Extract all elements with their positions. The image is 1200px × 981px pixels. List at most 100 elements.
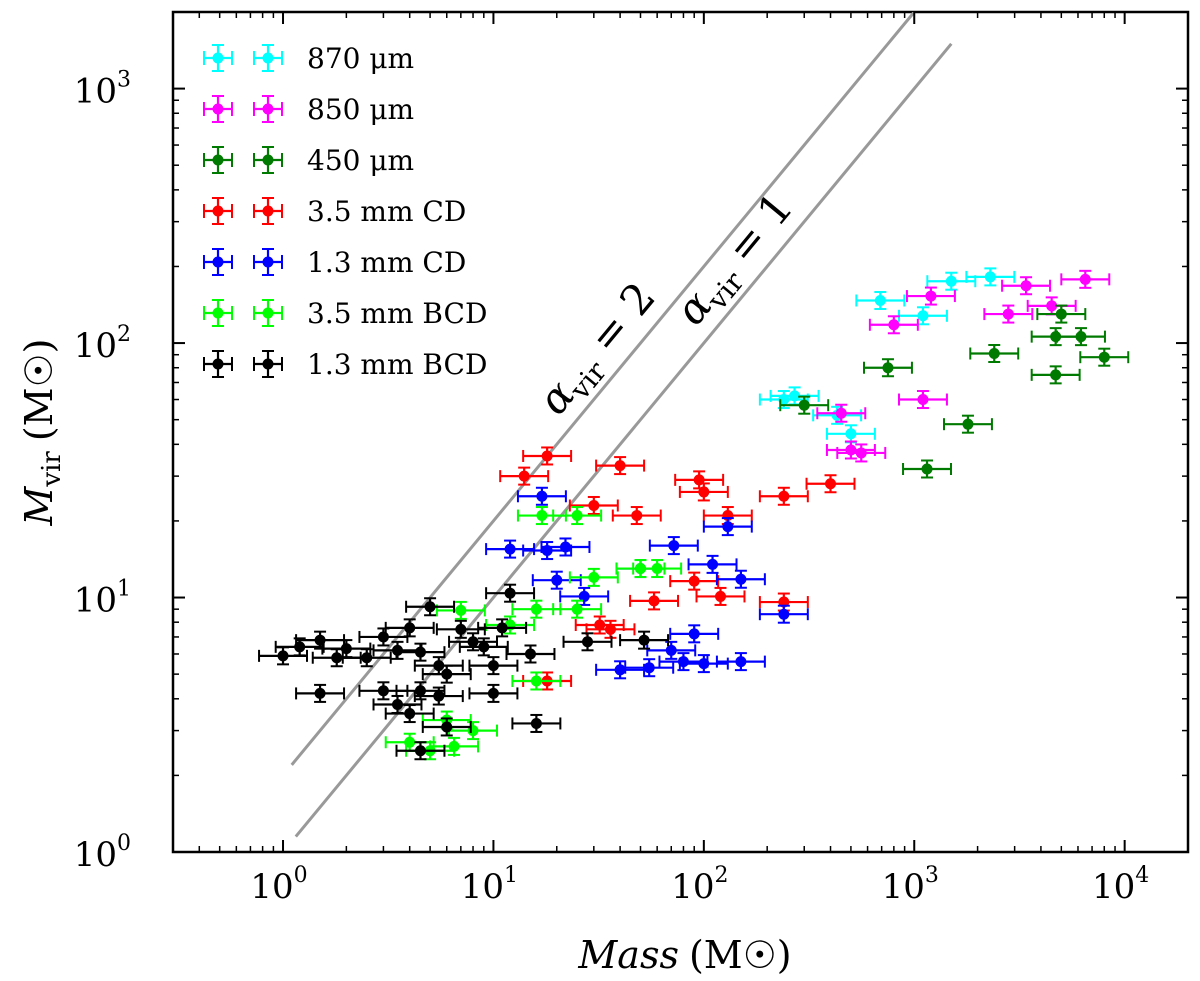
data-point [391,644,403,656]
data-point [424,601,436,613]
x-tick-exp: 2 [714,863,728,888]
data-points [258,267,1130,761]
data-point [551,574,563,586]
data-point [478,641,490,653]
legend: 870 μm 850 μm 450 μm 3.5 mm CD 1.3 mm CD 3.5 … [203,42,487,381]
data-point [414,685,426,697]
y-tick-label: 101 [74,577,131,621]
data-point [1098,351,1110,363]
legend-label: 1.3 mm BCD [307,348,487,381]
legend-label: 3.5 mm CD [307,195,466,228]
data-point [1055,308,1067,320]
data-point [984,271,996,283]
data-point [391,698,403,710]
data-point [1079,273,1091,285]
x-axis-label: Mass (M☉) [577,933,791,977]
data-point [530,717,542,729]
data-point [594,619,606,631]
data-point [518,470,530,482]
data-point [874,294,886,306]
y-tick-label: 102 [74,322,131,366]
x-tick-label: 100 [250,863,307,907]
data-point [1050,331,1062,343]
data-point [433,660,445,672]
data-point [1075,331,1087,343]
data-point [825,478,837,490]
x-tick-base: 10 [1092,867,1135,907]
data-point [588,499,600,511]
data-point [331,652,343,664]
legend-marker [212,52,224,64]
y-tick-base: 10 [74,326,117,366]
data-point [917,394,929,406]
data-point [504,587,516,599]
data-point [578,590,590,602]
x-tick-label: 101 [461,863,518,907]
data-point [651,563,663,575]
data-point [962,418,974,430]
data-point [735,573,747,585]
data-point [778,608,790,620]
data-point [314,634,326,646]
data-point [631,510,643,522]
data-point [455,604,467,616]
alpha-vir-1-label: αvir = 1 [666,183,807,338]
legend-item: 1.3 mm BCD [203,348,487,381]
data-point [835,407,847,419]
x-axis-label-main: Mass [577,933,679,977]
data-point [377,685,389,697]
data-point [441,721,453,733]
data-point [921,463,933,475]
x-tick-exp: 4 [1135,863,1149,888]
data-point [361,652,373,664]
data-point [855,447,867,459]
data-point [1020,280,1032,292]
data-point [698,658,710,670]
data-point [588,571,600,583]
data-point [668,540,680,552]
legend-marker [262,154,274,166]
data-point [441,668,453,680]
x-tick-label: 104 [1092,863,1149,907]
y-tick-exp: 0 [117,831,131,856]
data-point [433,690,445,702]
data-point [559,541,571,553]
x-tick-exp: 0 [294,863,308,888]
y-axis-label: Mvir (M☉) [17,339,67,527]
data-point [988,347,1000,359]
data-point [541,450,553,462]
legend-item: 1.3 mm CD [203,246,466,279]
x-tick-base: 10 [671,867,714,907]
data-point [448,740,460,752]
alpha-vir-2-line [290,12,916,766]
data-point [722,521,734,533]
data-point [614,460,626,472]
data-point [798,399,810,411]
data-point [377,631,389,643]
data-point [665,644,677,656]
plot-frame [171,10,1190,854]
legend-marker [212,256,224,268]
x-axis-label-unit: (M☉) [689,933,792,977]
legend-label: 3.5 mm BCD [307,297,487,330]
legend-marker [212,307,224,319]
data-point [582,636,594,648]
data-point [487,687,499,699]
data-point [715,590,727,602]
legend-label: 850 μm [307,93,414,126]
data-point [638,634,650,646]
data-point [888,319,900,331]
data-point [487,660,499,672]
data-point [1002,308,1014,320]
x-tick-base: 10 [250,867,293,907]
y-tick-label: 103 [74,68,131,112]
data-point [277,650,289,662]
y-axis-label-unit: (M☉) [17,339,61,442]
data-point [467,636,479,648]
data-point [340,643,352,655]
data-point [496,622,508,634]
data-point [917,310,929,322]
legend-item: 450 μm [203,144,414,177]
data-point [455,623,467,635]
data-point [882,362,894,374]
